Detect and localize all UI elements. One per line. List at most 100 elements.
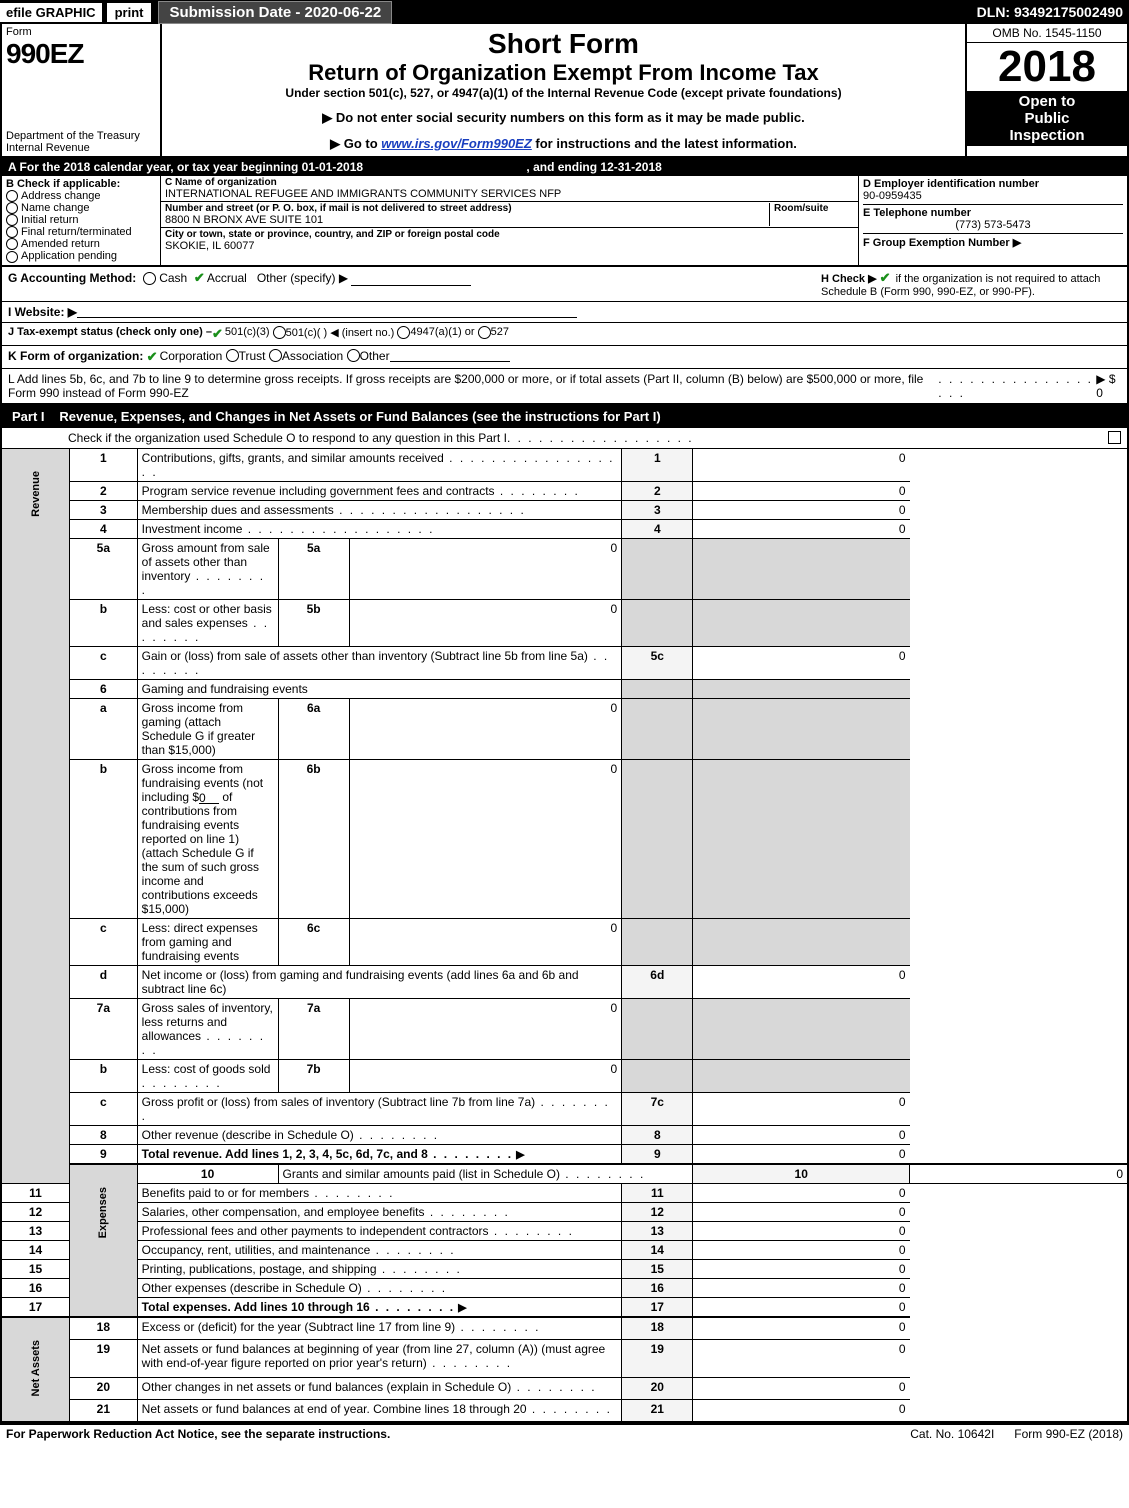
line-9-amt: 0 (693, 1144, 910, 1164)
line-5a-num: 5a (70, 538, 138, 599)
line-4: 4 Investment income 4 0 (1, 519, 1128, 538)
line-16-amt: 0 (693, 1278, 910, 1297)
sidebar-revenue: Revenue (30, 451, 42, 537)
submission-date: Submission Date - 2020-06-22 (158, 1, 392, 24)
line-6c-desc: Less: direct expenses from gaming and fu… (142, 921, 258, 963)
chk-final-return[interactable]: Final return/terminated (6, 226, 156, 238)
row-k: K Form of organization: Corporation Trus… (0, 346, 1129, 369)
form-header: Form 990EZ Department of the Treasury In… (0, 24, 1129, 158)
website-input[interactable] (77, 305, 577, 318)
line-5b-ibox: 5b (278, 599, 349, 646)
line-16-desc: Other expenses (describe in Schedule O) (142, 1281, 362, 1295)
line-6-desc: Gaming and fundraising events (137, 679, 621, 698)
line-6d: d Net income or (loss) from gaming and f… (1, 965, 1128, 998)
j-527: 527 (491, 326, 509, 342)
line-16: 16 Other expenses (describe in Schedule … (1, 1278, 1128, 1297)
line-16-num: 16 (1, 1278, 70, 1297)
row-g-h: G Accounting Method: Cash Accrual Other … (0, 267, 1129, 302)
line-5b-iamt: 0 (349, 599, 621, 646)
line-6c-num: c (70, 918, 138, 965)
line-8: 8 Other revenue (describe in Schedule O)… (1, 1125, 1128, 1144)
line-21-amt: 0 (693, 1399, 910, 1422)
h-check-icon (880, 273, 893, 285)
line-6a-desc: Gross income from gaming (attach Schedul… (142, 701, 255, 757)
org-name-value: INTERNATIONAL REFUGEE AND IMMIGRANTS COM… (165, 188, 854, 200)
line-5a: 5a Gross amount from sale of assets othe… (1, 538, 1128, 599)
open-to-public: Open to Public Inspection (967, 91, 1127, 146)
line-15-desc: Printing, publications, postage, and shi… (142, 1262, 377, 1276)
line-7c-amt: 0 (693, 1092, 910, 1125)
j-501c3: 501(c)(3) (225, 326, 270, 342)
ein-value: 90-0959435 (863, 190, 1123, 202)
room-label: Room/suite (774, 203, 854, 214)
line-11-box: 11 (622, 1183, 693, 1202)
note-ssn: ▶ Do not enter social security numbers o… (168, 110, 959, 126)
j-4947-radio[interactable] (397, 326, 410, 339)
line-18: Net Assets 18 Excess or (deficit) for th… (1, 1317, 1128, 1340)
cash-label: Cash (159, 271, 187, 285)
line-7c: c Gross profit or (loss) from sales of i… (1, 1092, 1128, 1125)
other-specify-input[interactable] (351, 273, 471, 286)
line-11: 11 Benefits paid to or for members 11 0 (1, 1183, 1128, 1202)
top-bar: efile GRAPHIC print Submission Date - 20… (0, 0, 1129, 24)
line-4-num: 4 (70, 519, 138, 538)
irs-link[interactable]: www.irs.gov/Form990EZ (381, 136, 532, 151)
line-18-num: 18 (70, 1317, 138, 1340)
line-11-amt: 0 (693, 1183, 910, 1202)
form-number: 990EZ (6, 38, 156, 70)
chk-initial-return[interactable]: Initial return (6, 214, 156, 226)
chk-application-pending[interactable]: Application pending (6, 250, 156, 262)
line-17: 17 Total expenses. Add lines 10 through … (1, 1297, 1128, 1317)
line-21: 21 Net assets or fund balances at end of… (1, 1399, 1128, 1422)
line-1: Revenue 1 Contributions, gifts, grants, … (1, 449, 1128, 482)
line-9-box: 9 (622, 1144, 693, 1164)
line-7a: 7a Gross sales of inventory, less return… (1, 998, 1128, 1059)
box-c: C Name of organization INTERNATIONAL REF… (161, 176, 859, 265)
j-501c-radio[interactable] (273, 326, 286, 339)
line-15-amt: 0 (693, 1259, 910, 1278)
k-other-radio[interactable] (347, 349, 360, 362)
shade-cell (693, 538, 910, 599)
line-2-amt: 0 (693, 481, 910, 500)
k-other-input[interactable] (390, 349, 510, 362)
line-6b-amt-input[interactable]: 0 (199, 791, 219, 804)
line-17-box: 17 (622, 1297, 693, 1317)
header-left: Form 990EZ Department of the Treasury In… (2, 24, 162, 156)
line-14-desc: Occupancy, rent, utilities, and maintena… (142, 1243, 371, 1257)
line-6b: b Gross income from fundraising events (… (1, 759, 1128, 918)
line-1-amt: 0 (693, 449, 910, 482)
row-l: L Add lines 5b, 6c, and 7b to line 9 to … (0, 369, 1129, 405)
title-short-form: Short Form (168, 28, 959, 60)
line-5a-iamt: 0 (349, 538, 621, 599)
line-20-amt: 0 (693, 1377, 910, 1399)
line-7b-iamt: 0 (349, 1059, 621, 1092)
print-button[interactable]: print (106, 2, 153, 23)
line-10-num: 10 (137, 1164, 278, 1184)
line-8-desc: Other revenue (describe in Schedule O) (142, 1128, 354, 1142)
omb-number: OMB No. 1545-1150 (967, 24, 1127, 43)
line-6d-amt: 0 (693, 965, 910, 998)
line-5c-amt: 0 (693, 646, 910, 679)
line-21-box: 21 (622, 1399, 693, 1422)
header-right: OMB No. 1545-1150 2018 Open to Public In… (967, 24, 1127, 156)
k-trust: Trust (239, 349, 266, 365)
j-527-radio[interactable] (478, 326, 491, 339)
phone-value: (773) 573-5473 (863, 219, 1123, 231)
k-assoc-radio[interactable] (269, 349, 282, 362)
city-value: SKOKIE, IL 60077 (165, 240, 854, 252)
line-6-num: 6 (70, 679, 138, 698)
shade-cell (622, 538, 693, 599)
line-6b-desc2: of contributions from fundraising events… (142, 790, 259, 916)
line-18-desc: Excess or (deficit) for the year (Subtra… (142, 1320, 455, 1334)
chk-address-change[interactable]: Address change (6, 190, 156, 202)
k-trust-radio[interactable] (226, 349, 239, 362)
line-3-num: 3 (70, 500, 138, 519)
cal-end: , and ending 12-31-2018 (526, 160, 661, 174)
chk-name-change[interactable]: Name change (6, 202, 156, 214)
line-17-amt: 0 (693, 1297, 910, 1317)
k-corp: Corporation (160, 349, 223, 365)
line-13-amt: 0 (693, 1221, 910, 1240)
chk-amended-return[interactable]: Amended return (6, 238, 156, 250)
cash-radio[interactable] (143, 272, 156, 285)
part-1-checkbox[interactable] (1108, 431, 1121, 444)
